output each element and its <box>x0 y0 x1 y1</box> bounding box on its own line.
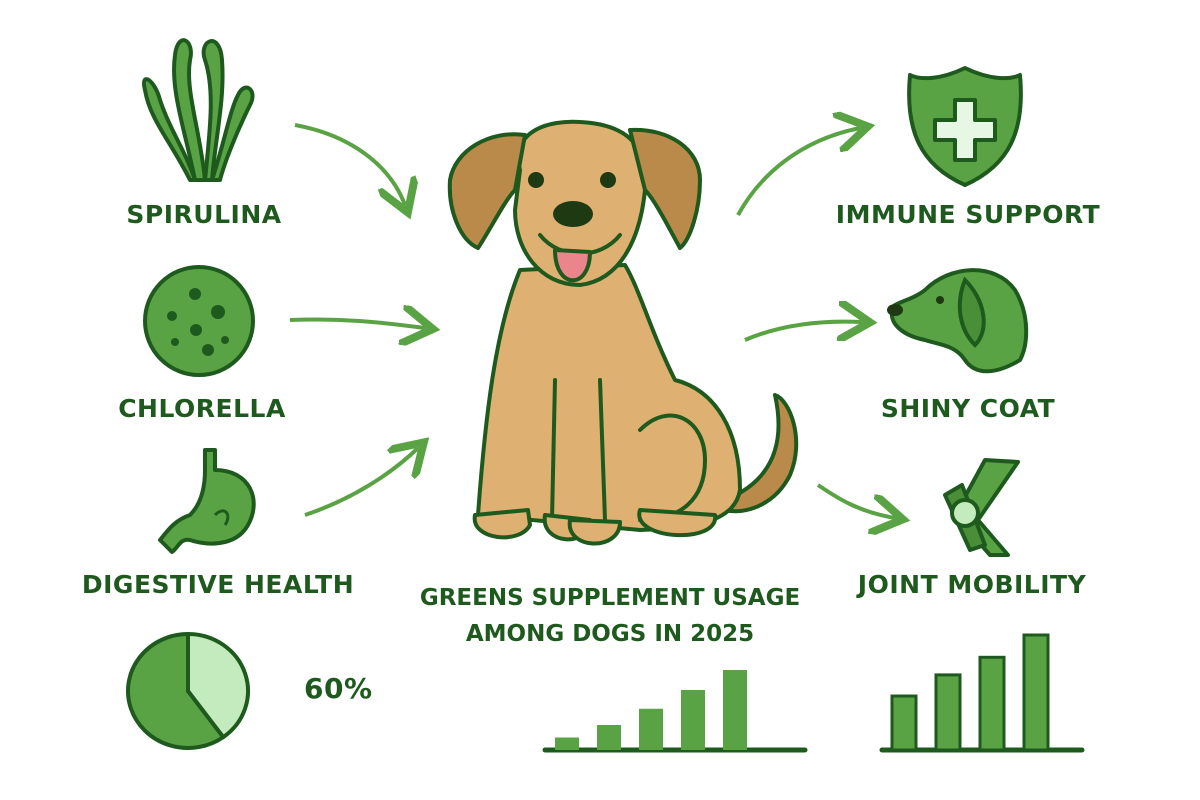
dog-head-icon <box>887 268 1029 374</box>
bar <box>723 670 747 750</box>
stomach-icon <box>158 448 256 554</box>
knee-joint-icon <box>943 458 1020 557</box>
dog-illustration <box>447 119 799 546</box>
dog-tail <box>723 393 799 514</box>
pie-chart <box>126 632 250 750</box>
infographic-title: GREENS SUPPLEMENT USAGE AMONG DOGS IN 20… <box>420 580 800 652</box>
seaweed-icon <box>142 38 255 182</box>
bar <box>890 694 918 752</box>
label-chlorella: CHLORELLA <box>118 394 286 423</box>
label-spirulina: SPIRULINA <box>126 200 282 229</box>
label-joint-mobility: JOINT MOBILITY <box>857 570 1087 599</box>
shield-cross-icon <box>907 66 1023 187</box>
arrows-benefits <box>736 128 895 518</box>
bar <box>555 737 579 750</box>
dog-ear-left <box>447 132 527 250</box>
arrow-coat <box>744 322 862 340</box>
arrow-immune <box>736 128 860 216</box>
label-digestive-health: DIGESTIVE HEALTH <box>81 570 355 599</box>
bar <box>597 725 621 750</box>
label-shiny-coat: SHINY COAT <box>880 394 1056 423</box>
arrow-digestive <box>304 448 418 517</box>
bar <box>934 673 962 752</box>
title-line-2: AMONG DOGS IN 2025 <box>465 621 755 647</box>
pie-slice <box>126 632 226 750</box>
arrow-joint <box>816 483 895 518</box>
pie-data-label: 60% <box>304 672 373 705</box>
bar-chart-right <box>879 633 1085 753</box>
label-immune-support: IMMUNE SUPPORT <box>835 200 1101 229</box>
arrow-spirulina <box>294 123 405 205</box>
arrows-inputs <box>289 123 425 517</box>
dog-body <box>476 263 742 532</box>
pie-slice <box>186 632 250 740</box>
bar <box>681 690 705 750</box>
arrow-chlorella <box>289 319 425 328</box>
bar-chart-center <box>542 670 808 753</box>
bar <box>978 655 1006 752</box>
bar <box>639 708 663 750</box>
dog-tongue <box>553 248 592 283</box>
chlorella-cell-icon <box>143 265 255 377</box>
bar <box>1022 633 1050 752</box>
title-line-1: GREENS SUPPLEMENT USAGE <box>419 585 801 611</box>
dog-ear-right <box>628 127 702 250</box>
